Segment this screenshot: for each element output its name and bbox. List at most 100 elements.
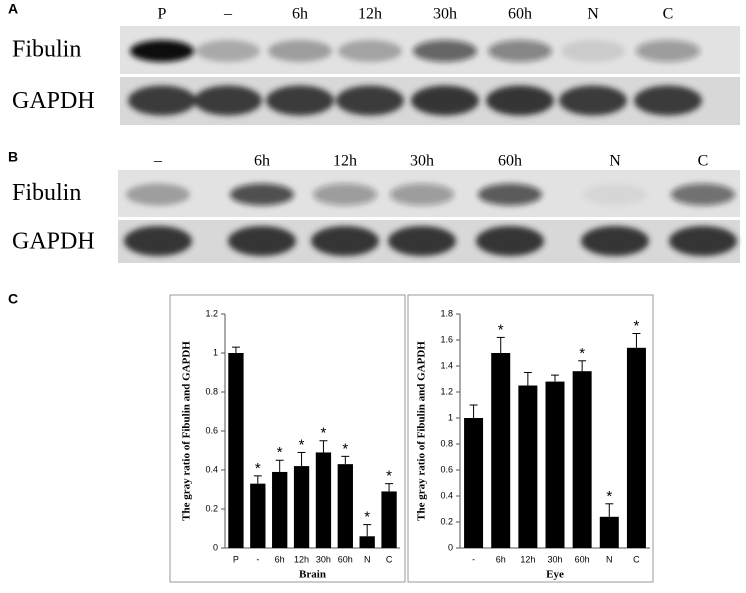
chart-frame (169, 294, 406, 583)
y-tick-label: 0.8 (440, 438, 453, 448)
lane-label: – (223, 6, 233, 23)
band (486, 85, 554, 116)
x-axis-label: Brain (299, 569, 326, 581)
band (230, 183, 294, 206)
significance-marker: * (364, 509, 370, 526)
x-tick-label: 6h (275, 554, 285, 564)
y-tick-label: 0.2 (440, 516, 453, 526)
chart-frame (407, 294, 654, 583)
lane-label: 12h (333, 153, 357, 170)
band (561, 40, 625, 62)
lane-label: 60h (508, 6, 532, 23)
panel-label: A (8, 1, 18, 17)
y-tick-label: 0.2 (205, 503, 218, 513)
y-tick-label: 1.8 (440, 308, 453, 318)
band (669, 226, 737, 256)
band (488, 40, 552, 62)
bar (381, 491, 397, 548)
panel-label: B (8, 149, 18, 165)
y-tick-label: 1 (213, 347, 218, 357)
band (583, 183, 647, 206)
y-tick-label: 0.6 (205, 425, 218, 435)
x-tick-label: 30h (316, 554, 331, 564)
significance-marker: * (386, 468, 392, 485)
band (130, 40, 194, 62)
lane-label: 6h (254, 153, 270, 170)
significance-marker: * (277, 444, 283, 461)
bar (250, 483, 266, 548)
significance-marker: * (606, 488, 612, 505)
x-tick-label: C (386, 554, 393, 564)
significance-marker: * (255, 460, 261, 477)
x-tick-label: N (606, 554, 613, 564)
bar (337, 464, 353, 548)
band (636, 40, 700, 62)
lane-label: 12h (358, 6, 382, 23)
bands (128, 40, 702, 116)
band (228, 226, 296, 256)
x-tick-label: 60h (575, 554, 590, 564)
significance-marker: * (321, 425, 327, 442)
y-tick-label: 0.6 (440, 464, 453, 474)
row-label: GAPDH (12, 88, 95, 114)
bar (572, 371, 592, 548)
band (126, 183, 190, 206)
lane-label: P (158, 6, 167, 23)
lane-label: 30h (433, 6, 457, 23)
x-axis-label: Eye (546, 569, 564, 581)
significance-marker: * (299, 436, 305, 453)
y-axis-label: The gray ratio of Fibulin and GAPDH (181, 341, 193, 521)
band (390, 183, 454, 206)
y-tick-label: 0 (448, 542, 453, 552)
y-tick-label: 0.4 (205, 464, 218, 474)
band (196, 40, 260, 62)
y-axis-label: The gray ratio of Fibulin and GAPDH (416, 341, 428, 521)
lane-label: 30h (410, 153, 434, 170)
x-tick-label: - (472, 554, 475, 564)
bar (359, 536, 375, 548)
significance-marker: * (342, 440, 348, 457)
significance-marker: * (579, 345, 585, 362)
significance-marker: * (634, 317, 640, 334)
significance-marker: * (498, 321, 504, 338)
lane-label: C (698, 153, 709, 170)
bar (315, 452, 332, 548)
band (311, 226, 379, 256)
bar (464, 418, 484, 548)
y-tick-label: 0.4 (440, 490, 453, 500)
lane-label: 60h (498, 153, 522, 170)
y-tick-label: 1.4 (440, 360, 453, 370)
x-tick-label: P (233, 554, 239, 564)
bar (293, 466, 310, 548)
x-tick-label: 12h (520, 554, 535, 564)
row-label: Fibulin (12, 37, 81, 63)
band (413, 40, 477, 62)
band (336, 85, 404, 116)
y-tick-label: 1.6 (440, 334, 453, 344)
y-tick-label: 1 (448, 412, 453, 422)
x-tick-label: C (633, 554, 640, 564)
lane-label: C (663, 6, 674, 23)
y-tick-label: 1.2 (205, 308, 218, 318)
band (559, 85, 627, 116)
x-tick-label: - (256, 554, 259, 564)
y-tick-label: 1.2 (440, 386, 453, 396)
band (634, 85, 702, 116)
lane-label: N (587, 6, 599, 23)
row-label: Fibulin (12, 180, 81, 206)
y-tick-label: 0 (213, 542, 218, 552)
lane-label: N (609, 153, 621, 170)
band (266, 85, 334, 116)
band (671, 183, 735, 206)
band (268, 40, 332, 62)
band (338, 40, 402, 62)
x-tick-label: 12h (294, 554, 309, 564)
band (124, 226, 192, 256)
bar (272, 471, 288, 548)
band (388, 226, 456, 256)
x-tick-label: N (364, 554, 371, 564)
band (128, 85, 196, 116)
lane-label: – (153, 153, 163, 170)
band (581, 226, 649, 256)
